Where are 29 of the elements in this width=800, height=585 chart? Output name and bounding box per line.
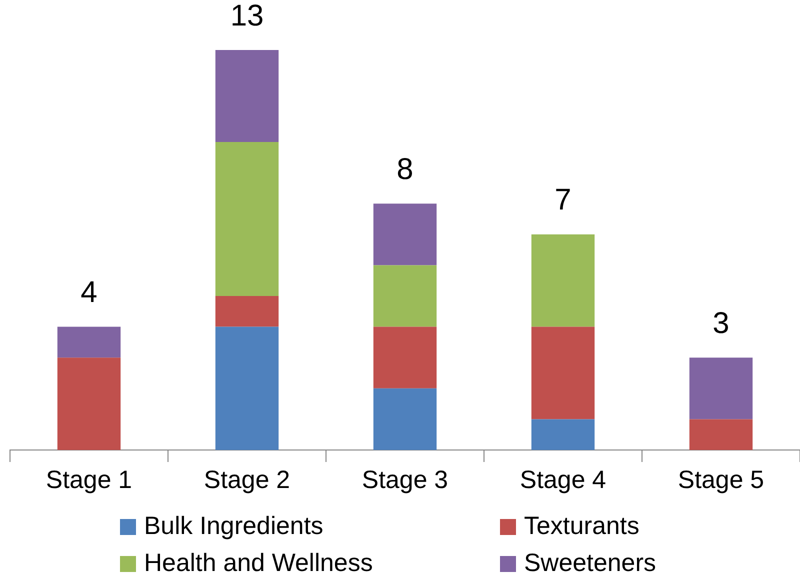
bar xyxy=(689,358,753,420)
bar xyxy=(57,358,121,450)
bar xyxy=(373,326,437,388)
bar xyxy=(531,234,595,327)
annotation: 8 xyxy=(396,152,414,186)
legend-label: Bulk Ingredients xyxy=(144,512,324,541)
bar xyxy=(373,265,437,327)
bar xyxy=(215,142,279,296)
bar xyxy=(531,326,595,420)
legend-label: Health and Wellness xyxy=(144,549,373,578)
annotation: 4 xyxy=(80,276,98,310)
bar xyxy=(57,326,121,358)
x-tick-label: Stage 5 xyxy=(678,466,764,494)
x-tick-label: Stage 4 xyxy=(520,466,606,494)
x-tick-label: Stage 1 xyxy=(46,466,132,494)
legend-label: Texturants xyxy=(524,512,640,541)
legend-label: Sweeteners xyxy=(524,549,656,578)
bar xyxy=(689,419,753,450)
bar xyxy=(215,326,279,450)
x-tick-label: Stage 2 xyxy=(204,466,290,494)
bar xyxy=(215,296,279,327)
annotation: 3 xyxy=(712,306,730,340)
bar xyxy=(215,50,279,142)
annotation: 7 xyxy=(554,184,572,217)
bar xyxy=(373,204,437,266)
x-tick-label: Stage 3 xyxy=(362,466,448,494)
bar xyxy=(531,419,595,450)
annotation: 13 xyxy=(230,0,264,32)
bar xyxy=(373,388,437,450)
